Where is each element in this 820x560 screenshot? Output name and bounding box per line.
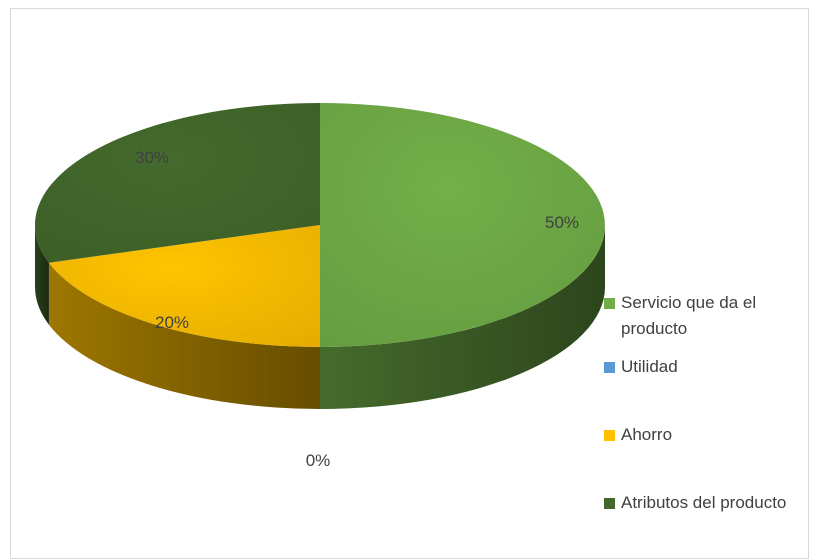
data-label-2: 20% [155, 313, 189, 332]
legend-label-ahorro: Ahorro [621, 425, 673, 444]
pie-side-0 [320, 225, 605, 409]
legend-label-utilidad: Utilidad [621, 357, 678, 376]
data-label-1: 0% [306, 451, 331, 470]
legend: Servicio que da el producto Utilidad Aho… [604, 290, 809, 516]
legend-item-ahorro: Ahorro [604, 422, 809, 448]
pie-sides [35, 225, 605, 409]
data-label-0: 50% [545, 213, 579, 232]
legend-item-atributos: Atributos del producto [604, 490, 809, 516]
pie-slice-2 [48, 225, 321, 347]
pie-slice-0 [320, 103, 605, 347]
pie-side-2 [48, 262, 321, 409]
data-labels: 50% 0% 20% 30% [135, 148, 579, 470]
legend-swatch-servicio [604, 298, 615, 309]
legend-swatch-atributos [604, 498, 615, 509]
legend-item-servicio: Servicio que da el producto [604, 290, 809, 342]
legend-label-atributos: Atributos del producto [621, 493, 787, 512]
pie-slice-3 [35, 103, 320, 263]
legend-swatch-utilidad [604, 362, 615, 373]
data-label-3: 30% [135, 148, 169, 167]
legend-label-servicio: Servicio que da el producto [621, 293, 757, 338]
pie-side-3 [35, 225, 49, 325]
legend-swatch-ahorro [604, 430, 615, 441]
legend-item-utilidad: Utilidad [604, 354, 809, 380]
pie-top [35, 103, 605, 347]
